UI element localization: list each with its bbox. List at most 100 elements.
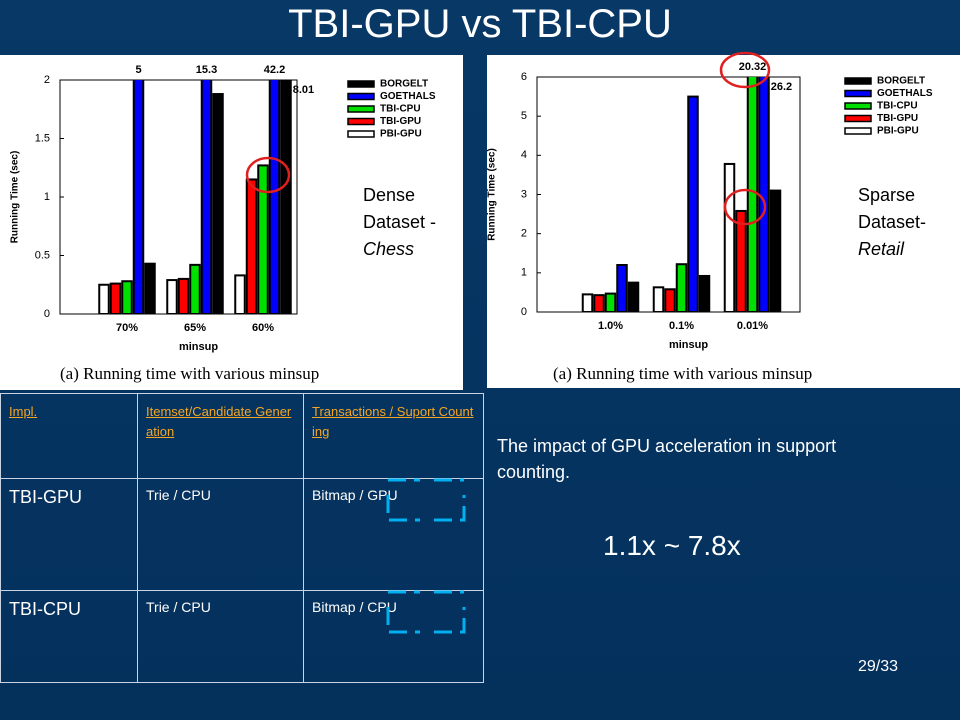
legend-swatch <box>844 127 872 135</box>
y-axis-label: Running Time (sec) <box>487 148 498 241</box>
header-cell: Impl. <box>0 393 138 479</box>
y-tick-label: 1 <box>521 267 527 279</box>
legend-label: TBI-CPU <box>877 101 918 112</box>
x-tick-label: 1.0% <box>598 320 623 332</box>
bar <box>166 279 178 314</box>
bar <box>257 164 269 314</box>
bar <box>245 178 258 314</box>
bar <box>189 263 201 314</box>
page-number: 29/33 <box>858 658 899 675</box>
caption: (a) Running time with various minsup <box>60 364 319 383</box>
bar <box>769 189 782 312</box>
annotation: Dense <box>363 185 415 205</box>
x-tick-label: 70% <box>116 322 138 334</box>
cell: Trie / CPU <box>137 590 304 683</box>
bar <box>234 274 246 314</box>
y-tick-label: 2 <box>521 228 527 240</box>
bar <box>627 281 640 312</box>
y-tick-label: 3 <box>521 188 527 200</box>
annotation: Sparse <box>858 185 915 205</box>
legend-label: PBI-GPU <box>380 129 422 140</box>
chart-panel <box>0 55 463 390</box>
legend-swatch <box>347 117 375 126</box>
value-label: 8.01 <box>293 84 314 96</box>
bar <box>616 264 628 312</box>
x-tick-label: 0.01% <box>737 320 768 332</box>
value-label: 42.2 <box>264 64 285 76</box>
bars <box>98 80 292 314</box>
y-tick-label: 5 <box>521 110 527 122</box>
bar <box>212 93 224 314</box>
bar <box>723 162 736 312</box>
y-tick-label: 1 <box>44 191 50 203</box>
bar <box>144 262 156 314</box>
chart-panel <box>487 55 960 388</box>
annotation: Dataset- <box>858 212 926 232</box>
legend-swatch <box>844 102 872 110</box>
bar <box>132 80 145 314</box>
cell: Bitmap / CPU <box>303 590 484 683</box>
slide-title: TBI-GPU vs TBI-CPU <box>288 2 672 46</box>
bar <box>604 292 617 312</box>
y-tick-label: 1.5 <box>35 132 50 144</box>
header-cell: Transactions / Suport Counting <box>303 393 484 479</box>
table: Impl. Itemset/Candidate Generation Transac… <box>0 393 484 683</box>
bar <box>675 263 688 312</box>
bar <box>581 293 594 312</box>
value-label: 26.2 <box>771 81 792 93</box>
annotation: Retail <box>858 239 905 259</box>
y-tick-label: 0 <box>44 308 50 320</box>
legend-label: TBI-GPU <box>877 113 918 124</box>
value-label: 5 <box>135 64 141 76</box>
x-axis-label: minsup <box>669 339 708 351</box>
x-tick-label: 0.1% <box>669 320 694 332</box>
x-tick-label: 60% <box>252 322 274 334</box>
row-label: TBI-CPU <box>0 590 138 683</box>
legend-swatch <box>347 130 375 138</box>
y-tick-label: 0 <box>521 306 527 318</box>
legend-label: BORGELT <box>380 79 428 90</box>
note: The impact of GPU acceleration in suppor… <box>497 436 837 482</box>
y-axis-label: Running Time (sec) <box>10 151 21 244</box>
x-axis-label: minsup <box>179 341 218 353</box>
legend-label: TBI-GPU <box>380 116 421 127</box>
cell: Bitmap / GPU <box>303 478 484 591</box>
bar <box>268 80 281 314</box>
bar <box>664 288 676 312</box>
cell: Trie / CPU <box>137 478 304 591</box>
legend-label: GOETHALS <box>877 88 933 99</box>
legend-swatch <box>347 80 375 88</box>
bar <box>735 209 747 312</box>
caption: (a) Running time with various minsup <box>553 364 812 383</box>
legend-swatch <box>844 89 872 98</box>
bar <box>98 283 110 314</box>
y-tick-label: 6 <box>521 71 527 83</box>
bar <box>593 294 605 312</box>
header-cell: Itemset/Candidate Generation <box>137 393 304 479</box>
bar <box>280 80 292 314</box>
bar <box>109 282 122 314</box>
annotation: Chess <box>363 239 414 259</box>
legend-swatch <box>347 92 375 101</box>
bar <box>698 274 711 312</box>
y-tick-label: 2 <box>44 74 50 86</box>
speedup: 1.1x ~ 7.8x <box>603 530 741 561</box>
legend-label: GOETHALS <box>380 91 436 102</box>
y-tick-label: 0.5 <box>35 249 50 261</box>
bar <box>177 277 190 314</box>
legend-label: PBI-GPU <box>877 126 919 137</box>
legend-swatch <box>844 77 872 85</box>
bar <box>121 280 133 314</box>
bar <box>687 95 699 312</box>
legend-label: TBI-CPU <box>380 104 421 115</box>
annotation: Dataset - <box>363 212 436 232</box>
value-label: 20.32 <box>739 61 767 73</box>
bar <box>652 286 665 312</box>
legend-swatch <box>347 105 375 113</box>
row-label: TBI-GPU <box>0 478 138 591</box>
value-label: 15.3 <box>196 64 217 76</box>
x-tick-label: 65% <box>184 322 206 334</box>
legend-label: BORGELT <box>877 76 925 87</box>
